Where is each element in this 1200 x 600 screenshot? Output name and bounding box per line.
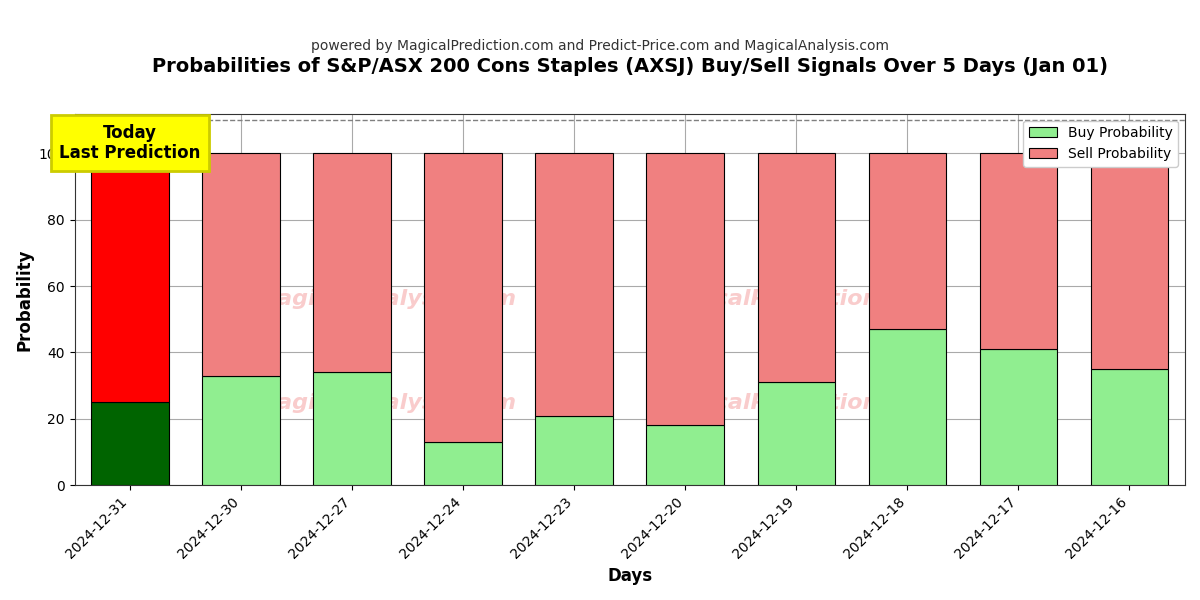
Bar <box>757 154 835 382</box>
Bar <box>979 154 1057 349</box>
Y-axis label: Probability: Probability <box>16 248 34 350</box>
Bar <box>647 425 725 485</box>
Bar <box>869 329 947 485</box>
Bar <box>91 154 169 402</box>
Text: MagicalPrediction.com: MagicalPrediction.com <box>654 394 938 413</box>
Text: MagicalPrediction.com: MagicalPrediction.com <box>654 289 938 310</box>
Text: MagicalAnalysis.com: MagicalAnalysis.com <box>256 394 516 413</box>
Bar <box>535 416 613 485</box>
Bar <box>1091 369 1169 485</box>
Bar <box>203 154 280 376</box>
Bar <box>647 154 725 425</box>
Bar <box>1091 154 1169 369</box>
Bar <box>313 373 391 485</box>
Text: powered by MagicalPrediction.com and Predict-Price.com and MagicalAnalysis.com: powered by MagicalPrediction.com and Pre… <box>311 39 889 53</box>
Text: MagicalAnalysis.com: MagicalAnalysis.com <box>256 289 516 310</box>
Bar <box>425 442 502 485</box>
Bar <box>869 154 947 329</box>
Bar <box>535 154 613 416</box>
X-axis label: Days: Days <box>607 567 653 585</box>
Bar <box>203 376 280 485</box>
Bar <box>425 154 502 442</box>
Bar <box>313 154 391 373</box>
Bar <box>979 349 1057 485</box>
Bar <box>757 382 835 485</box>
Text: Today
Last Prediction: Today Last Prediction <box>60 124 200 163</box>
Title: Probabilities of S&P/ASX 200 Cons Staples (AXSJ) Buy/Sell Signals Over 5 Days (J: Probabilities of S&P/ASX 200 Cons Staple… <box>152 57 1108 76</box>
Bar <box>91 402 169 485</box>
Legend: Buy Probability, Sell Probability: Buy Probability, Sell Probability <box>1024 121 1178 167</box>
